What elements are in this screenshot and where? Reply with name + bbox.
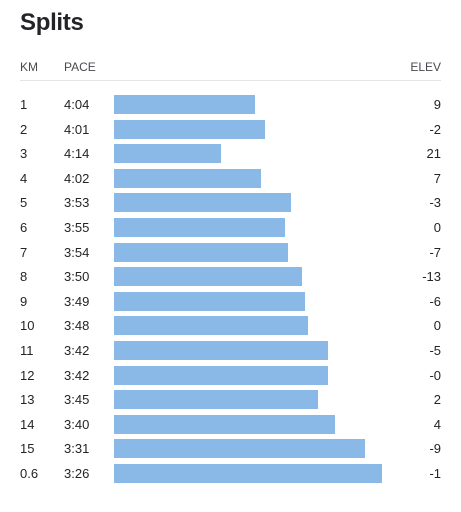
split-row: 12 3:42 -0 xyxy=(0,364,461,389)
split-km: 8 xyxy=(20,269,28,285)
split-elev: -7 xyxy=(429,244,441,260)
split-elev: 7 xyxy=(433,170,441,186)
split-pace: 3:53 xyxy=(64,195,90,211)
split-km: 1 xyxy=(20,97,28,112)
split-km: 15 xyxy=(20,441,35,457)
split-elev: -0 xyxy=(429,367,441,383)
split-elev: 2 xyxy=(433,392,441,408)
split-row: 1 4:04 9 xyxy=(0,93,461,118)
split-pace: 3:48 xyxy=(64,318,90,334)
split-pace: 4:04 xyxy=(64,97,90,112)
splits-list: 1 4:04 9 2 4:01 -2 3 4:14 21 4 4:02 7 5 3:53 -3 6 3:55 0 7… xyxy=(0,93,461,487)
column-header-elev: ELEV xyxy=(410,60,441,74)
split-elev: -6 xyxy=(429,293,441,309)
split-row: 2 4:01 -2 xyxy=(0,118,461,143)
split-row: 11 3:42 -5 xyxy=(0,339,461,364)
split-elev: 0 xyxy=(433,318,441,334)
split-km: 5 xyxy=(20,195,28,211)
page-title: Splits xyxy=(20,9,84,36)
split-km: 0.6 xyxy=(20,465,39,481)
split-elev: -1 xyxy=(429,465,441,481)
split-elev: -3 xyxy=(429,195,441,211)
split-row: 4 4:02 7 xyxy=(0,167,461,192)
split-pace-bar xyxy=(114,168,262,188)
split-pace-bar xyxy=(114,365,329,385)
split-km: 7 xyxy=(20,244,28,260)
split-elev: 9 xyxy=(433,97,441,112)
split-km: 2 xyxy=(20,121,28,137)
split-elev: -2 xyxy=(429,121,441,137)
split-pace-bar xyxy=(114,439,366,459)
split-elev: 0 xyxy=(433,219,441,235)
column-header-pace: PACE xyxy=(64,60,96,74)
split-elev: 21 xyxy=(426,146,441,162)
split-km: 3 xyxy=(20,146,28,162)
split-pace: 3:40 xyxy=(64,416,90,432)
split-pace: 3:26 xyxy=(64,465,90,481)
split-row: 0.6 3:26 -1 xyxy=(0,462,461,487)
split-pace-bar xyxy=(114,316,309,336)
split-pace-bar xyxy=(114,291,305,311)
split-pace-bar xyxy=(114,340,329,360)
split-elev: -9 xyxy=(429,441,441,457)
split-pace-bar xyxy=(114,193,292,213)
split-elev: -13 xyxy=(422,269,441,285)
split-row: 9 3:49 -6 xyxy=(0,290,461,315)
split-row: 5 3:53 -3 xyxy=(0,191,461,216)
split-pace-bar xyxy=(114,119,265,139)
split-pace: 3:45 xyxy=(64,392,90,408)
split-km: 14 xyxy=(20,416,35,432)
split-pace: 4:02 xyxy=(64,170,90,186)
split-pace: 4:14 xyxy=(64,146,90,162)
split-elev: -5 xyxy=(429,342,441,358)
split-pace: 3:55 xyxy=(64,219,90,235)
split-km: 13 xyxy=(20,392,35,408)
split-pace-bar xyxy=(114,267,302,287)
split-pace: 3:42 xyxy=(64,342,90,358)
split-pace-bar xyxy=(114,414,335,434)
split-row: 15 3:31 -9 xyxy=(0,437,461,462)
split-pace-bar xyxy=(114,242,289,262)
split-row: 10 3:48 0 xyxy=(0,314,461,339)
split-row: 8 3:50 -13 xyxy=(0,265,461,290)
split-pace: 3:50 xyxy=(64,269,90,285)
split-km: 9 xyxy=(20,293,28,309)
split-pace-bar xyxy=(114,144,221,164)
split-km: 11 xyxy=(20,342,34,358)
split-row: 6 3:55 0 xyxy=(0,216,461,241)
split-pace-bar xyxy=(114,217,285,237)
split-pace: 3:42 xyxy=(64,367,90,383)
splits-table-header: KM PACE ELEV xyxy=(0,60,461,76)
split-row: 13 3:45 2 xyxy=(0,388,461,413)
split-pace: 3:49 xyxy=(64,293,90,309)
split-pace-bar xyxy=(114,390,319,410)
split-pace: 3:54 xyxy=(64,244,90,260)
split-row: 7 3:54 -7 xyxy=(0,241,461,266)
split-km: 10 xyxy=(20,318,35,334)
column-header-km: KM xyxy=(20,60,38,74)
split-row: 3 4:14 21 xyxy=(0,142,461,167)
split-pace: 3:31 xyxy=(64,441,90,457)
split-pace-bar xyxy=(114,95,255,114)
split-pace: 4:01 xyxy=(64,121,90,137)
header-divider xyxy=(20,80,441,81)
split-km: 6 xyxy=(20,219,28,235)
split-elev: 4 xyxy=(433,416,441,432)
split-km: 4 xyxy=(20,170,28,186)
split-row: 14 3:40 4 xyxy=(0,413,461,438)
split-km: 12 xyxy=(20,367,35,383)
split-pace-bar xyxy=(114,463,382,483)
